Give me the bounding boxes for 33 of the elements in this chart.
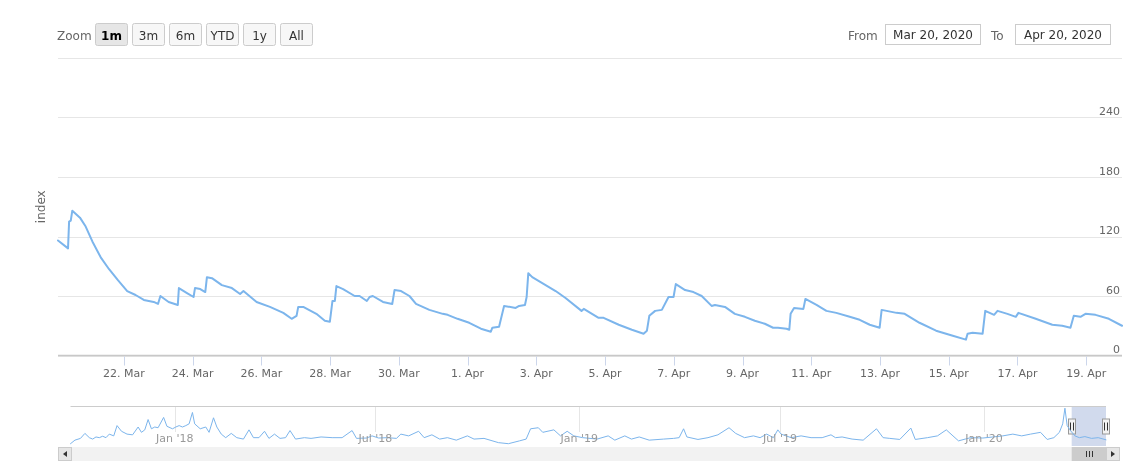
x-tick-label: 24. Mar [171,366,214,380]
date-field: Mar 20, 2020 [885,24,981,45]
x-tick-label: 3. Apr [519,366,554,380]
range-button: 1y [243,23,276,46]
date-field: Apr 20, 2020 [1015,24,1111,45]
x-tick-label: 15. Apr [928,366,970,380]
x-tick-label: 30. Mar [377,366,421,380]
range-button: YTD [206,23,239,46]
x-tick-label: 5. Apr [588,366,623,380]
x-tick-label: 7. Apr [657,366,691,380]
text: Zoom [57,28,92,43]
x-tick-label: 13. Apr [859,366,901,380]
x-tick-label: 22. Mar [103,366,146,380]
x-tick-label: 9. Apr [726,366,760,380]
x-tick-label: 1. Apr [451,366,485,380]
y-tick-label: 180 [1099,164,1120,178]
y-tick-label: 60 [1106,283,1120,297]
y-axis-title: index [34,190,48,224]
text: To [990,28,1004,43]
y-tick-label: 0 [1113,343,1120,356]
text: From [848,28,878,43]
range-button: All [280,23,313,46]
x-tick-label: 26. Mar [240,366,283,380]
range-button: 3m [132,23,165,46]
x-tick-label: Jan '18 [154,431,194,445]
y-tick-label: 240 [1099,105,1120,118]
x-tick-label: 19. Apr [1066,366,1107,380]
x-tick-label: 28. Mar [309,366,352,380]
y-tick-label: 120 [1099,224,1120,237]
range-button: 1m [95,23,128,46]
x-tick-label: 17. Apr [997,366,1038,380]
x-tick-label: 11. Apr [791,366,832,380]
range-button: 6m [169,23,202,46]
